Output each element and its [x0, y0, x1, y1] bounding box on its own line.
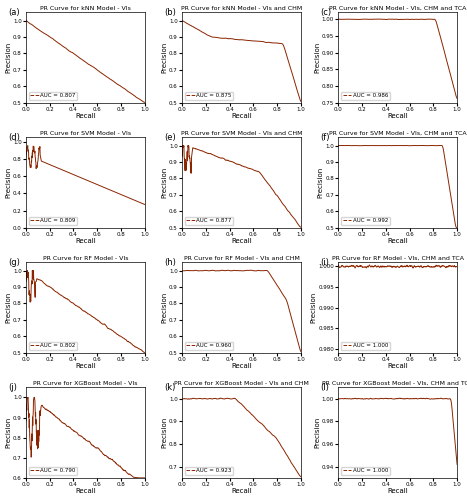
Y-axis label: Precision: Precision: [6, 292, 12, 323]
Title: PR Curve for XGBoost Model - VIs: PR Curve for XGBoost Model - VIs: [33, 380, 138, 386]
Text: (h): (h): [164, 258, 176, 267]
Y-axis label: Precision: Precision: [314, 42, 320, 73]
Text: (d): (d): [8, 133, 20, 142]
Y-axis label: Precision: Precision: [162, 417, 168, 448]
Y-axis label: Precision: Precision: [162, 292, 168, 323]
X-axis label: Recall: Recall: [231, 364, 252, 370]
X-axis label: Recall: Recall: [231, 488, 252, 494]
Legend: AUC = 0.986: AUC = 0.986: [341, 92, 389, 100]
Legend: AUC = 0.877: AUC = 0.877: [185, 217, 234, 225]
Legend: AUC = 0.802: AUC = 0.802: [28, 342, 78, 350]
Text: (e): (e): [164, 133, 176, 142]
Y-axis label: Precision: Precision: [6, 167, 12, 198]
Legend: AUC = 0.923: AUC = 0.923: [185, 467, 234, 475]
Legend: AUC = 0.790: AUC = 0.790: [28, 467, 78, 475]
Legend: AUC = 0.809: AUC = 0.809: [28, 217, 78, 225]
Y-axis label: Precision: Precision: [6, 417, 12, 448]
X-axis label: Recall: Recall: [387, 488, 408, 494]
Text: (k): (k): [164, 383, 176, 392]
Title: PR Curve for kNN Model - VIs: PR Curve for kNN Model - VIs: [40, 6, 131, 10]
Text: (a): (a): [8, 8, 20, 17]
Title: PR Curve for XGBoost Model - VIs and CHM: PR Curve for XGBoost Model - VIs and CHM: [174, 380, 309, 386]
Y-axis label: Precision: Precision: [318, 167, 324, 198]
X-axis label: Recall: Recall: [231, 238, 252, 244]
Text: (f): (f): [320, 133, 330, 142]
Y-axis label: Precision: Precision: [311, 292, 317, 323]
Y-axis label: Precision: Precision: [6, 42, 12, 73]
Text: (j): (j): [8, 383, 17, 392]
Legend: AUC = 0.992: AUC = 0.992: [341, 217, 389, 225]
Text: (l): (l): [320, 383, 329, 392]
Title: PR Curve for kNN Model - VIs and CHM: PR Curve for kNN Model - VIs and CHM: [181, 6, 302, 10]
Legend: AUC = 0.875: AUC = 0.875: [185, 92, 234, 100]
X-axis label: Recall: Recall: [387, 114, 408, 119]
Title: PR Curve for RF Model - VIs and CHM: PR Curve for RF Model - VIs and CHM: [184, 256, 299, 260]
Title: PR Curve for XGBoost Model - VIs, CHM and TCA: PR Curve for XGBoost Model - VIs, CHM an…: [322, 380, 467, 386]
Text: (i): (i): [320, 258, 329, 267]
Legend: AUC = 0.807: AUC = 0.807: [28, 92, 78, 100]
Title: PR Curve for RF Model - VIs, CHM and TCA: PR Curve for RF Model - VIs, CHM and TCA: [332, 256, 464, 260]
Title: PR Curve for SVM Model - VIs and CHM: PR Curve for SVM Model - VIs and CHM: [181, 130, 302, 136]
X-axis label: Recall: Recall: [387, 364, 408, 370]
X-axis label: Recall: Recall: [75, 364, 96, 370]
X-axis label: Recall: Recall: [387, 238, 408, 244]
X-axis label: Recall: Recall: [75, 238, 96, 244]
Y-axis label: Precision: Precision: [162, 167, 168, 198]
Text: (c): (c): [320, 8, 332, 17]
Y-axis label: Precision: Precision: [314, 417, 320, 448]
Title: PR Curve for RF Model - VIs: PR Curve for RF Model - VIs: [42, 256, 128, 260]
Title: PR Curve for kNN Model - VIs, CHM and TCA: PR Curve for kNN Model - VIs, CHM and TC…: [329, 6, 467, 10]
X-axis label: Recall: Recall: [75, 488, 96, 494]
X-axis label: Recall: Recall: [231, 114, 252, 119]
Text: (g): (g): [8, 258, 20, 267]
Legend: AUC = 1.000: AUC = 1.000: [341, 342, 389, 350]
Text: (b): (b): [164, 8, 176, 17]
Title: PR Curve for SVM Model - VIs, CHM and TCA: PR Curve for SVM Model - VIs, CHM and TC…: [329, 130, 467, 136]
X-axis label: Recall: Recall: [75, 114, 96, 119]
Y-axis label: Precision: Precision: [162, 42, 168, 73]
Legend: AUC = 1.000: AUC = 1.000: [341, 467, 389, 475]
Legend: AUC = 0.960: AUC = 0.960: [185, 342, 234, 350]
Title: PR Curve for SVM Model - VIs: PR Curve for SVM Model - VIs: [40, 130, 131, 136]
